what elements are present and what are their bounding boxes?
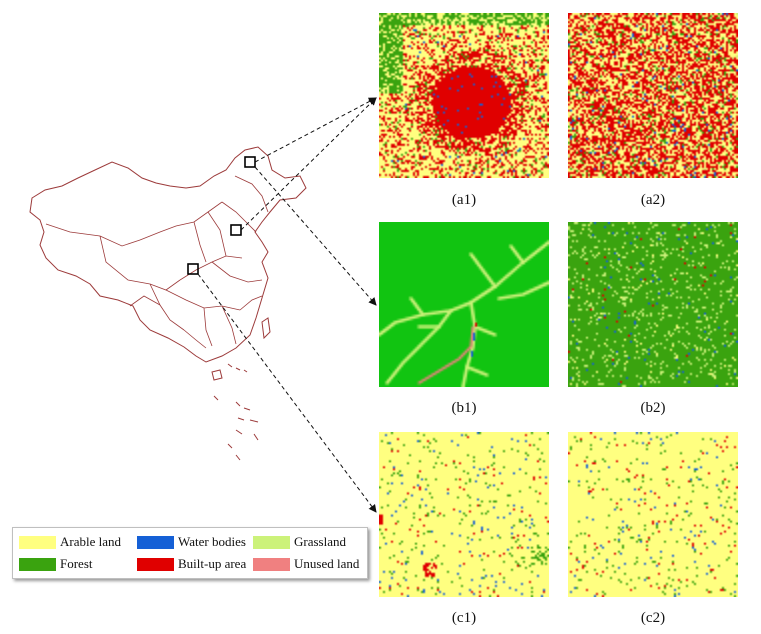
legend-label: Built-up area (178, 556, 247, 571)
panel-c2 (568, 432, 738, 597)
legend-swatch (253, 557, 290, 571)
legend-item-water: Water bodies (137, 532, 246, 552)
panel-b2 (568, 222, 738, 387)
caption-c1: (c1) (451, 610, 477, 626)
taiwan-island (261, 317, 271, 340)
arrow-to-a1 (254, 97, 377, 163)
legend-swatch (19, 557, 56, 571)
panel-a1 (379, 13, 549, 178)
china-outline (29, 146, 307, 363)
legend-label: Arable land (60, 534, 122, 549)
arrow-to-b1 (254, 166, 377, 306)
legend-item-unused: Unused land (253, 554, 359, 574)
legend-label: Grassland (294, 534, 346, 549)
legend-item-arable: Arable land (19, 532, 121, 552)
legend-swatch (137, 535, 174, 549)
legend-item-built-up: Built-up area (137, 554, 246, 574)
legend-item-grassland: Grassland (253, 532, 346, 552)
province-boundaries (45, 175, 269, 349)
panel-c1 (379, 432, 549, 597)
legend-label: Forest (60, 556, 93, 571)
caption-b2: (b2) (640, 400, 666, 416)
legend-item-forest: Forest (19, 554, 93, 574)
caption-c2: (c2) (640, 610, 666, 626)
arrow-to-c1 (197, 273, 377, 513)
sample-box-c (187, 263, 199, 275)
panel-a2 (568, 13, 738, 178)
hainan-island (211, 369, 223, 381)
caption-a2: (a2) (640, 192, 666, 208)
legend-swatch (137, 557, 174, 571)
caption-b1: (b1) (451, 400, 477, 416)
legend-swatch (253, 535, 290, 549)
caption-a1: (a1) (451, 192, 477, 208)
legend-label: Water bodies (178, 534, 246, 549)
south-sea-islands (213, 363, 259, 461)
legend-swatch (19, 535, 56, 549)
legend: Arable land Water bodies Grassland Fores… (12, 527, 368, 579)
legend-label: Unused land (294, 556, 360, 571)
panel-b1 (379, 222, 549, 387)
sample-box-b (230, 224, 242, 236)
sample-box-a (244, 156, 256, 168)
arrow-to-a1-secondary (240, 97, 377, 231)
